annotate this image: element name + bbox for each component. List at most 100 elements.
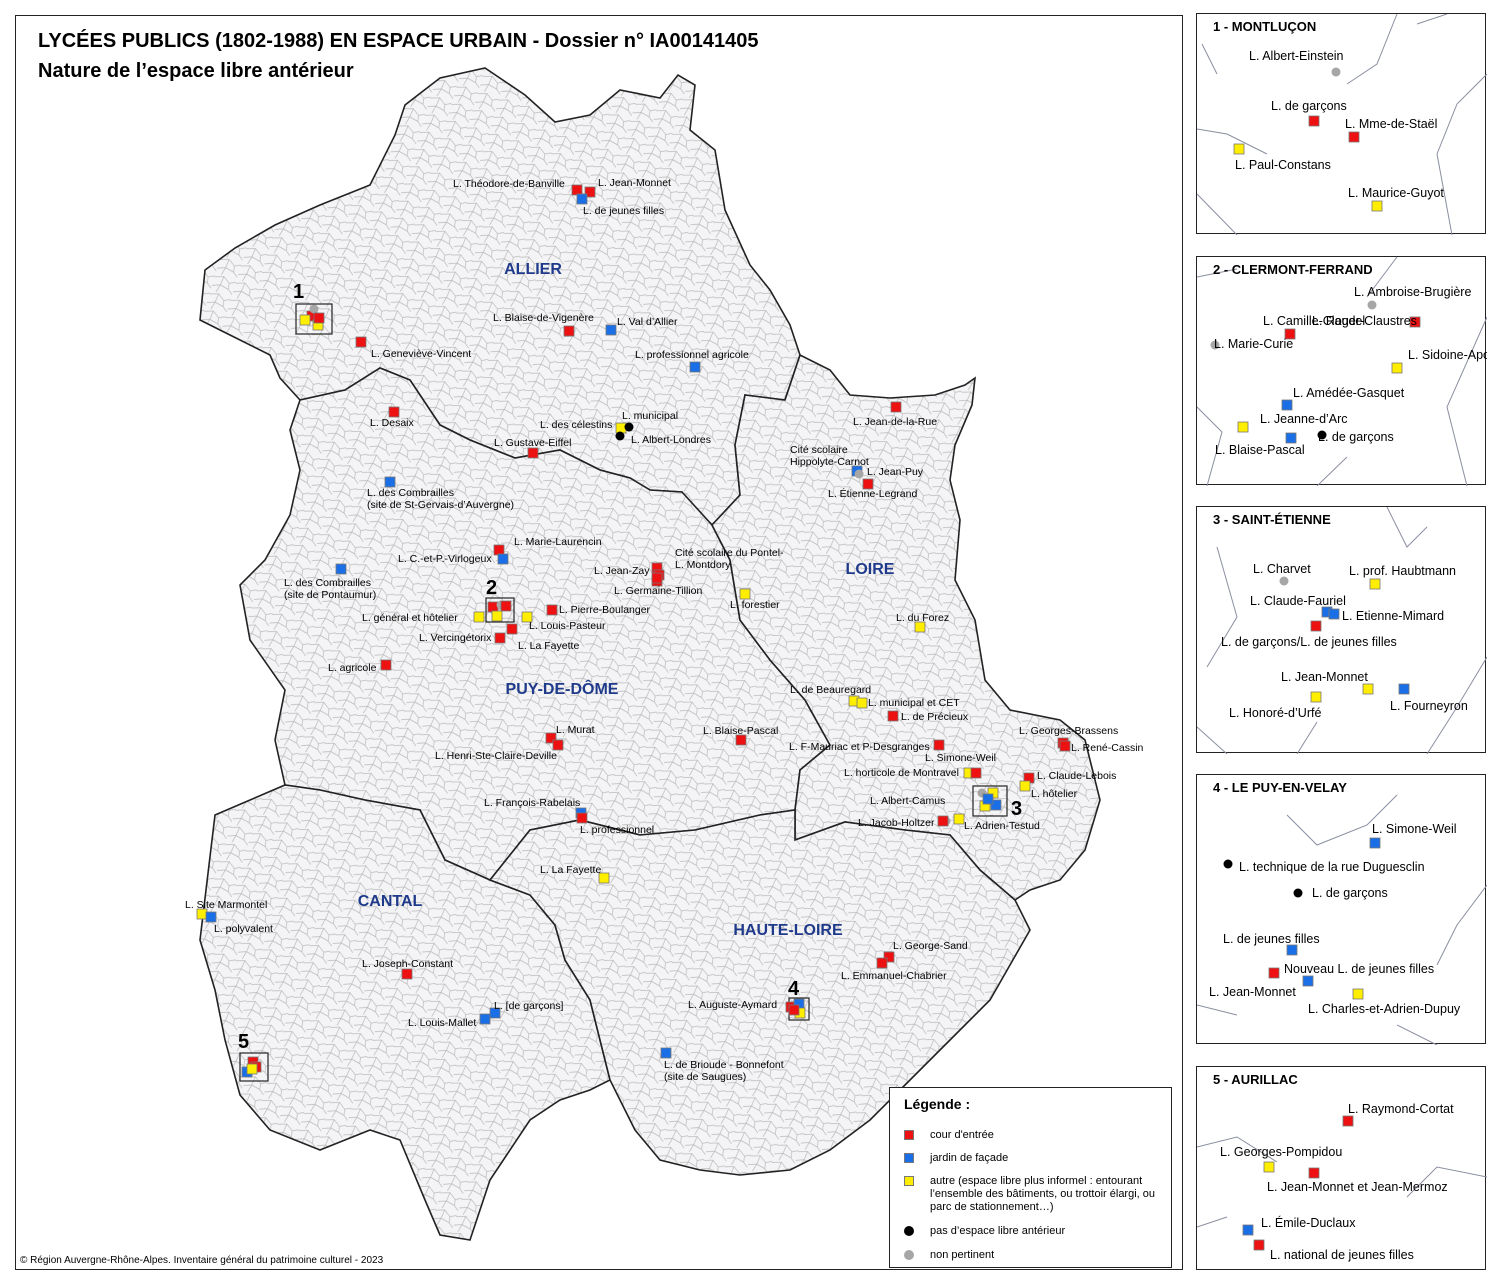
inset-1-l-de-garcons-marker [1308,115,1320,127]
inset-2-l-camille-claudel-label: L. Camille-Claudel [1263,314,1365,328]
lycee-l-pierre-boulanger-25-label: L. Pierre-Boulanger [559,604,651,616]
inset-2-l-roger-claustres-label: L. Roger-Claustres [1312,314,1417,328]
inset-3-l-honore-d-urfe-label: L. Honoré-d’Urfé [1229,706,1321,720]
lycee-l-horticole-de-montravel-42-marker [970,767,982,779]
inset-5-l-national-de-jeunes-filles-label: L. national de jeunes filles [1270,1248,1414,1262]
lycee-l-etienne-legrand-15-label: L. Étienne-Legrand [828,487,917,500]
zoom-cluster-16-marker [788,1004,800,1016]
inset-3-l-etienne-mimard-label: L. Etienne-Mimard [1342,609,1444,623]
haute-loire-shape [488,809,1031,1176]
inset-2-l-marie-curie-marker [1210,340,1220,350]
lycee-l-georges-brassens-39-label: L. Georges-Brassens [1019,725,1118,737]
lycee-l-theodore-de-banville-0-label: L. Théodore-de-Banville [453,178,565,190]
lycee-l-val-d-allier-4-label: L. Val d’Allier [617,316,678,328]
lycee-l-albert-londres-10-label: L. Albert-Londres [631,434,711,446]
inset-2-l-blaise-pascal-label: L. Blaise-Pascal [1215,443,1305,457]
lycee-l-rene-cassin-40-label: L. René-Cassin [1071,742,1144,754]
zoom-box-5 [239,1052,269,1082]
lycee-l-forestier-24-marker [739,588,751,600]
zoom-box-3-number: 3 [1011,798,1022,820]
inset-1-l-paul-constans-marker [1233,143,1245,155]
inset-1-l-mme-de-stael-marker [1348,131,1360,143]
lycee-l-des-combrailles-site-de-pontaumur-19-label: L. des Combrailles (site de Pontaumur) [284,577,376,601]
inset-5-l-raymond-cortat-marker [1342,1115,1354,1127]
lycee-l-hotelier-44-marker [1019,780,1031,792]
inset-4-l-jean-monnet-marker [1302,975,1314,987]
lycee-l-du-forez-30-marker [914,621,926,633]
lycee-l-des-celestins-8-label: L. des célestins [540,419,612,431]
lycee-l-hotelier-44-label: L. hôtelier [1031,788,1078,800]
inset-3-l-de-garcons-l-de-jeunes-filles-marker [1310,620,1322,632]
lycee-l-gustave-eiffel-11-marker [527,447,539,459]
lycee-l-du-forez-30-label: L. du Forez [896,612,949,624]
inset-3-l-fourneyron-label: L. Fourneyron [1390,699,1468,713]
inset-3-l-jean-monnet-marker [1362,683,1374,695]
lycee-l-de-precieux-34-marker [887,710,899,722]
loire-shape [711,353,1101,902]
lycee-l-val-d-allier-4-marker [605,324,617,336]
dept-label-haute-loire: HAUTE-LOIRE [733,922,843,939]
legend-label: pas d’espace libre antérieur [930,1225,1066,1237]
inset-4-l-charles-et-adrien-dupuy-marker [1352,988,1364,1000]
lycee-l-murat-35-label: L. Murat [556,724,595,736]
inset-1-l-mme-de-stael-label: L. Mme-de-Staël [1345,117,1437,131]
inset-2-l-roger-claustres-marker [1409,316,1421,328]
inset-2-l-marie-curie-label: L. Marie-Curie [1214,337,1293,351]
lycee-l-george-sand-53-label: L. George-Sand [893,940,968,952]
inset-3-l-charvet-label: L. Charvet [1253,562,1311,576]
lycee-l-genevieve-vincent-5-marker [355,336,367,348]
lycee-l-horticole-de-montravel-42-label: L. horticole de Montravel [844,767,959,779]
lycee-l-pierre-boulanger-25-marker [546,604,558,616]
blue-square-icon [904,1153,914,1163]
inset-2-l-blaise-pascal-marker [1285,432,1297,444]
lycee-l-general-et-hotelier-26-marker [473,611,485,623]
lycee-l-jean-monnet-1-label: L. Jean-Monnet [598,177,671,189]
lycee-l-desaix-7-label: L. Desaix [370,417,415,429]
lycee-l-des-combrailles-site-de-st-gervais-d-auvergne-16-marker [384,476,396,488]
lycee-l-polyvalent-52-marker [205,911,217,923]
lycee-l-la-fayette-29-label: L. La Fayette [518,640,579,652]
lycee-l-claude-lebois-43-label: L. Claude-Lebois [1037,770,1116,782]
lycee-l-louis-pasteur-27-label: L. Louis-Pasteur [529,620,606,632]
inset-3-l-jean-monnet-label: L. Jean-Monnet [1281,670,1368,684]
lycee-l-jean-de-la-rue-12-marker [890,401,902,413]
lycee-l-la-fayette-50-label: L. La Fayette [540,864,601,876]
inset-3-l-fourneyron-marker [1398,683,1410,695]
lycee-l-joseph-constant-55-label: L. Joseph-Constant [362,958,453,970]
lycee-l-germaine-tillion-23-marker [651,572,663,584]
inset-4-l-charles-et-adrien-dupuy-label: L. Charles-et-Adrien-Dupuy [1308,1002,1461,1016]
inset-1-l-paul-constans-label: L. Paul-Constans [1235,158,1331,172]
inset-4-nouveau-l-de-jeunes-filles-label: Nouveau L. de jeunes filles [1284,962,1434,976]
inset-title: 4 - LE PUY-EN-VELAY [1213,780,1347,795]
lycee-l-c-et-p-virlogeux-18-label: L. C.-et-P.-Virlogeux [398,553,492,565]
lycee-l-de-jeunes-filles-2-label: L. de jeunes filles [583,205,664,217]
inset-title: 5 - AURILLAC [1213,1072,1298,1087]
inset-map: L. Charvet L. prof. Haubtmann L. Claude-Fa… [1197,507,1487,754]
lycee-l-blaise-pascal-37-marker [735,734,747,746]
dept-label-allier: ALLIER [504,261,562,278]
lycee-l-joseph-constant-55-marker [401,968,413,980]
inset-2-l-camille-claudel-marker [1284,328,1296,340]
lycee-l-de-beauregard-32-label: L. de Beauregard [790,684,871,696]
inset-5-l-national-de-jeunes-filles-marker [1253,1239,1265,1251]
lycee-l-henri-ste-claire-deville-36-marker [552,739,564,751]
legend: Légende : cour d'entrée jardin de façade… [889,1087,1172,1268]
inset-5-l-georges-pompidou-label: L. Georges-Pompidou [1220,1145,1342,1159]
lycee-l-des-combrailles-site-de-st-gervais-d-auvergne-16-label: L. des Combrailles (site de St-Gervais-d’… [367,487,514,511]
lycee-l-municipal-et-cet-33-label: L. municipal et CET [868,697,960,709]
inset-map: L. Raymond-Cortat L. Georges-Pompidou L. J… [1197,1102,1487,1262]
inset-3-l-prof-haubtmann-label: L. prof. Haubtmann [1349,564,1456,578]
lycee-l-marie-laurencin-17-label: L. Marie-Laurencin [514,536,602,548]
inset-3-l-prof-haubtmann-marker [1369,578,1381,590]
zoom-box-2 [485,597,515,623]
zoom-cluster-1-marker [299,314,311,326]
legend-label: autre (espace libre plus informel : ento… [930,1175,1156,1213]
inset-5-l-jean-monnet-et-jean-mermoz-label: L. Jean-Monnet et Jean-Mermoz [1267,1180,1448,1194]
lycee-l-jean-de-la-rue-12-label: L. Jean-de-la-Rue [853,416,937,428]
zoom-cluster-20-marker [246,1063,258,1075]
inset-1-l-albert-einstein-marker [1331,67,1341,77]
lycee-l-montdory-22-label: L. Montdory [675,559,731,571]
inset-1-l-albert-einstein-label: L. Albert-Einstein [1249,49,1344,63]
